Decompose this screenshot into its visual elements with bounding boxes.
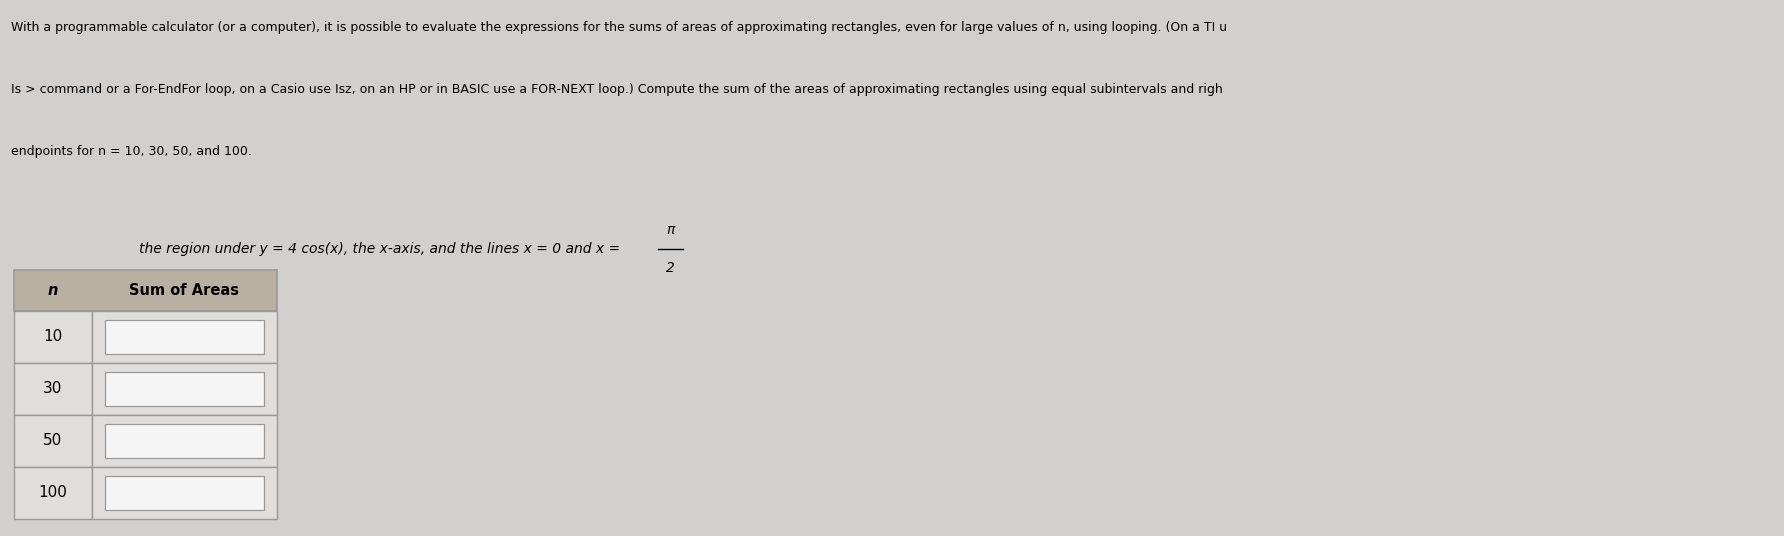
FancyBboxPatch shape (91, 363, 277, 415)
FancyBboxPatch shape (91, 311, 277, 363)
Text: Sum of Areas: Sum of Areas (128, 283, 239, 298)
Text: 2: 2 (667, 261, 674, 275)
FancyBboxPatch shape (14, 270, 277, 311)
FancyBboxPatch shape (91, 415, 277, 467)
Text: With a programmable calculator (or a computer), it is possible to evaluate the e: With a programmable calculator (or a com… (11, 21, 1227, 34)
Text: π: π (667, 224, 674, 237)
FancyBboxPatch shape (105, 423, 264, 458)
FancyBboxPatch shape (105, 319, 264, 354)
Text: 50: 50 (43, 434, 62, 448)
FancyBboxPatch shape (14, 363, 91, 415)
FancyBboxPatch shape (105, 371, 264, 406)
Text: 30: 30 (43, 382, 62, 396)
Text: 10: 10 (43, 330, 62, 344)
Text: endpoints for n = 10, 30, 50, and 100.: endpoints for n = 10, 30, 50, and 100. (11, 145, 252, 158)
Text: the region under y = 4 cos(x), the x-axis, and the lines x = 0 and x =: the region under y = 4 cos(x), the x-axi… (139, 242, 624, 256)
FancyBboxPatch shape (14, 415, 91, 467)
Text: Is > command or a For-EndFor loop, on a Casio use Isz, on an HP or in BASIC use : Is > command or a For-EndFor loop, on a … (11, 83, 1222, 96)
FancyBboxPatch shape (14, 311, 91, 363)
FancyBboxPatch shape (105, 475, 264, 510)
Text: n: n (48, 283, 59, 298)
FancyBboxPatch shape (14, 467, 91, 519)
FancyBboxPatch shape (91, 467, 277, 519)
Text: 100: 100 (39, 486, 68, 500)
